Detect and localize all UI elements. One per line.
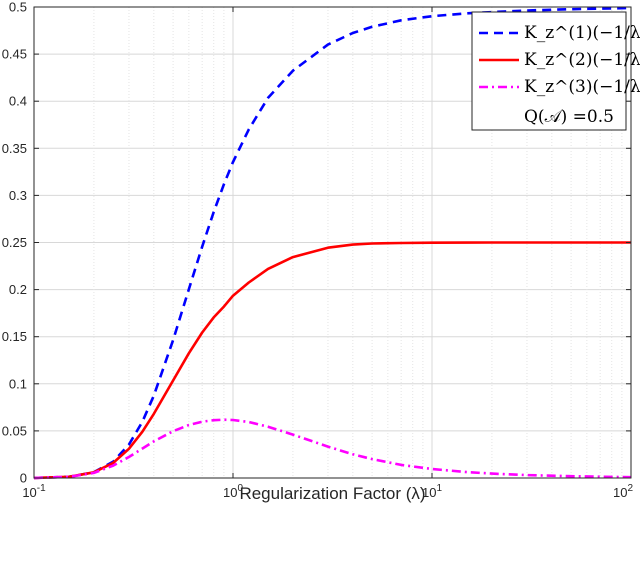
x-tick-exponent: 1: [436, 483, 442, 494]
y-tick-label: 0.25: [2, 235, 27, 250]
y-tick-label: 0.1: [9, 376, 27, 391]
x-tick-base: 10: [22, 485, 36, 500]
y-tick-label: 0.2: [9, 282, 27, 297]
x-tick-base: 10: [422, 485, 436, 500]
legend-label-2: K_z^(2)(−1/λ): [524, 50, 640, 70]
x-axis-label: Regularization Factor (λ): [239, 484, 425, 503]
x-tick-exponent: 0: [237, 483, 243, 494]
x-tick-label: 10-1: [22, 483, 46, 500]
y-tick-label: 0.35: [2, 141, 27, 156]
legend-label-1: K_z^(1)(−1/λ): [524, 23, 640, 43]
y-tick-label: 0.5: [9, 0, 27, 15]
tick-labels: 00.050.10.150.20.250.30.350.40.450.510-1…: [2, 0, 634, 500]
series-line-2: [33, 241, 631, 480]
y-tick-label: 0: [20, 471, 27, 486]
x-tick-label: 102: [613, 483, 633, 500]
series-lines: [33, 6, 632, 480]
x-tick-exponent: 2: [627, 483, 633, 494]
legend-entries: K_z^(1)(−1/λ) K_z^(2)(−1/λ) K_z^(3)(−1/λ): [479, 23, 640, 97]
x-tick-label: 100: [223, 483, 243, 500]
y-tick-label: 0.3: [9, 188, 27, 203]
y-tick-label: 0.05: [2, 423, 27, 438]
legend-label-3: K_z^(3)(−1/λ): [524, 77, 640, 97]
y-tick-label: 0.4: [9, 94, 27, 109]
x-tick-base: 10: [223, 485, 237, 500]
legend: K_z^(1)(−1/λ)K_z^(2)(−1/λ)K_z^(3)(−1/λ) …: [471, 11, 640, 131]
x-tick-label: 101: [422, 483, 442, 500]
y-tick-label: 0.15: [2, 329, 27, 344]
y-tick-label: 0.45: [2, 47, 27, 62]
series-line-1: [33, 6, 632, 480]
legend-box: [471, 11, 627, 131]
x-tick-base: 10: [613, 485, 627, 500]
axes: [33, 6, 632, 479]
legend-note: Q(𝒜) =0.5: [524, 107, 614, 127]
x-tick-exponent: -1: [37, 483, 46, 494]
series-line-3: [33, 418, 632, 480]
